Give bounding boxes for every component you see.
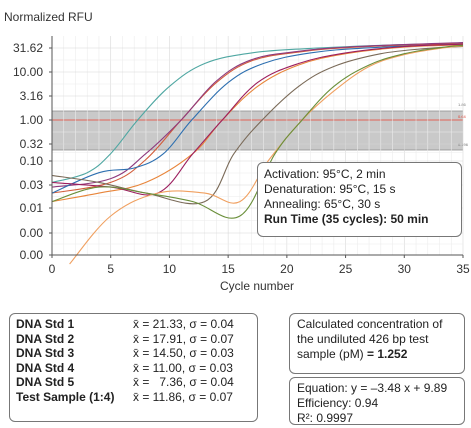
y-tick-label: 0.01: [20, 201, 44, 215]
y-tick-label: 10.00: [13, 65, 43, 79]
stat-row: Test Sample (1:4) x̄ = 11.86, σ = 0.07: [16, 390, 251, 405]
ct-statistics-box: DNA Std 1 x̄ = 21.33, σ = 0.04 DNA Std 2 x…: [9, 313, 258, 422]
sample-stat: x̄ = 21.33, σ = 0.04: [133, 317, 234, 331]
stat-row: DNA Std 2 x̄ = 17.91, σ = 0.07: [16, 332, 251, 347]
x-tick-label: 30: [398, 262, 412, 276]
amplification-curve: [51, 43, 464, 196]
y-tick-label: 0.00: [20, 248, 44, 262]
x-tick-label: 35: [456, 262, 470, 276]
r-squared-text: R²: 0.9997: [297, 411, 354, 425]
concentration-box: Calculated concentration of the undilute…: [289, 313, 465, 374]
sample-stat: x̄ = 7.36, σ = 0.04: [133, 375, 234, 390]
stat-row: DNA Std 3 x̄ = 14.50, σ = 0.03: [16, 346, 251, 361]
annealing-text: Annealing: 65°C, 30 s: [264, 197, 381, 211]
x-tick-label: 20: [280, 262, 294, 276]
x-tick-label: 0: [49, 262, 56, 276]
pcr-amplification-chart: Normalized RFU 1.86 0.64 0.196 31.62 10.00 3…: [4, 10, 470, 293]
equation-text: Equation: y = –3.48 x + 9.89: [297, 381, 448, 395]
amplification-curve: [51, 44, 464, 219]
sample-stat: x̄ = 14.50, σ = 0.03: [133, 346, 234, 361]
sample-name: DNA Std 1: [16, 317, 75, 331]
sample-stat: x̄ = 11.86, σ = 0.07: [133, 389, 233, 404]
standard-curve-box: Equation: y = –3.48 x + 9.89 Efficiency:…: [289, 377, 465, 425]
denaturation-text: Denaturation: 95°C, 15 s: [264, 182, 396, 196]
y-tick-label: 0.32: [20, 137, 44, 151]
activation-text: Activation: 95°C, 2 min: [264, 167, 386, 181]
sample-name: DNA Std 4: [16, 360, 75, 375]
y-axis-title: Normalized RFU: [4, 10, 93, 24]
amplification-curve: [51, 43, 464, 194]
sample-name: Test Sample (1:4): [16, 389, 115, 404]
sample-name: DNA Std 2: [16, 331, 75, 346]
sample-name: DNA Std 3: [16, 346, 75, 361]
sample-stat: x̄ = 17.91, σ = 0.07: [133, 331, 234, 346]
threshold-value-label: 1.86: [458, 102, 467, 107]
concentration-value: = 1.252: [367, 347, 408, 361]
threshold-value-label: 0.64: [458, 114, 467, 119]
stat-row: DNA Std 1 x̄ = 21.33, σ = 0.04: [16, 317, 251, 332]
run-time-text: Run Time (35 cycles): 50 min: [264, 212, 429, 226]
x-tick-label: 25: [339, 262, 353, 276]
x-axis-title: Cycle number: [220, 279, 294, 293]
threshold-band: [52, 111, 463, 150]
amplification-curve: [51, 42, 464, 194]
sample-stat: x̄ = 11.00, σ = 0.03: [133, 360, 233, 375]
y-tick-label: 3.16: [20, 89, 44, 103]
x-tick-label: 10: [163, 262, 177, 276]
y-tick-label: 1.00: [20, 113, 44, 127]
stat-row: DNA Std 4 x̄ = 11.00, σ = 0.03: [16, 361, 251, 376]
concentration-text: Calculated concentration of the undilute…: [297, 317, 443, 361]
y-tick-label: 31.62: [13, 41, 43, 55]
efficiency-text: Efficiency: 0.94: [297, 396, 379, 410]
x-tick-label: 5: [107, 262, 114, 276]
amplification-curve: [51, 42, 464, 188]
threshold-value-label: 0.196: [458, 142, 469, 147]
stat-row: DNA Std 5 x̄ = 7.36, σ = 0.04: [16, 375, 251, 390]
sample-name: DNA Std 5: [16, 375, 75, 390]
x-tick-label: 15: [221, 262, 235, 276]
y-tick-label: 0.03: [20, 178, 44, 192]
y-tick-label: 0.10: [20, 154, 44, 168]
cycling-conditions-box: Activation: 95°C, 2 min Denaturation: 95…: [257, 162, 462, 237]
y-tick-label: 0.00: [20, 226, 44, 240]
